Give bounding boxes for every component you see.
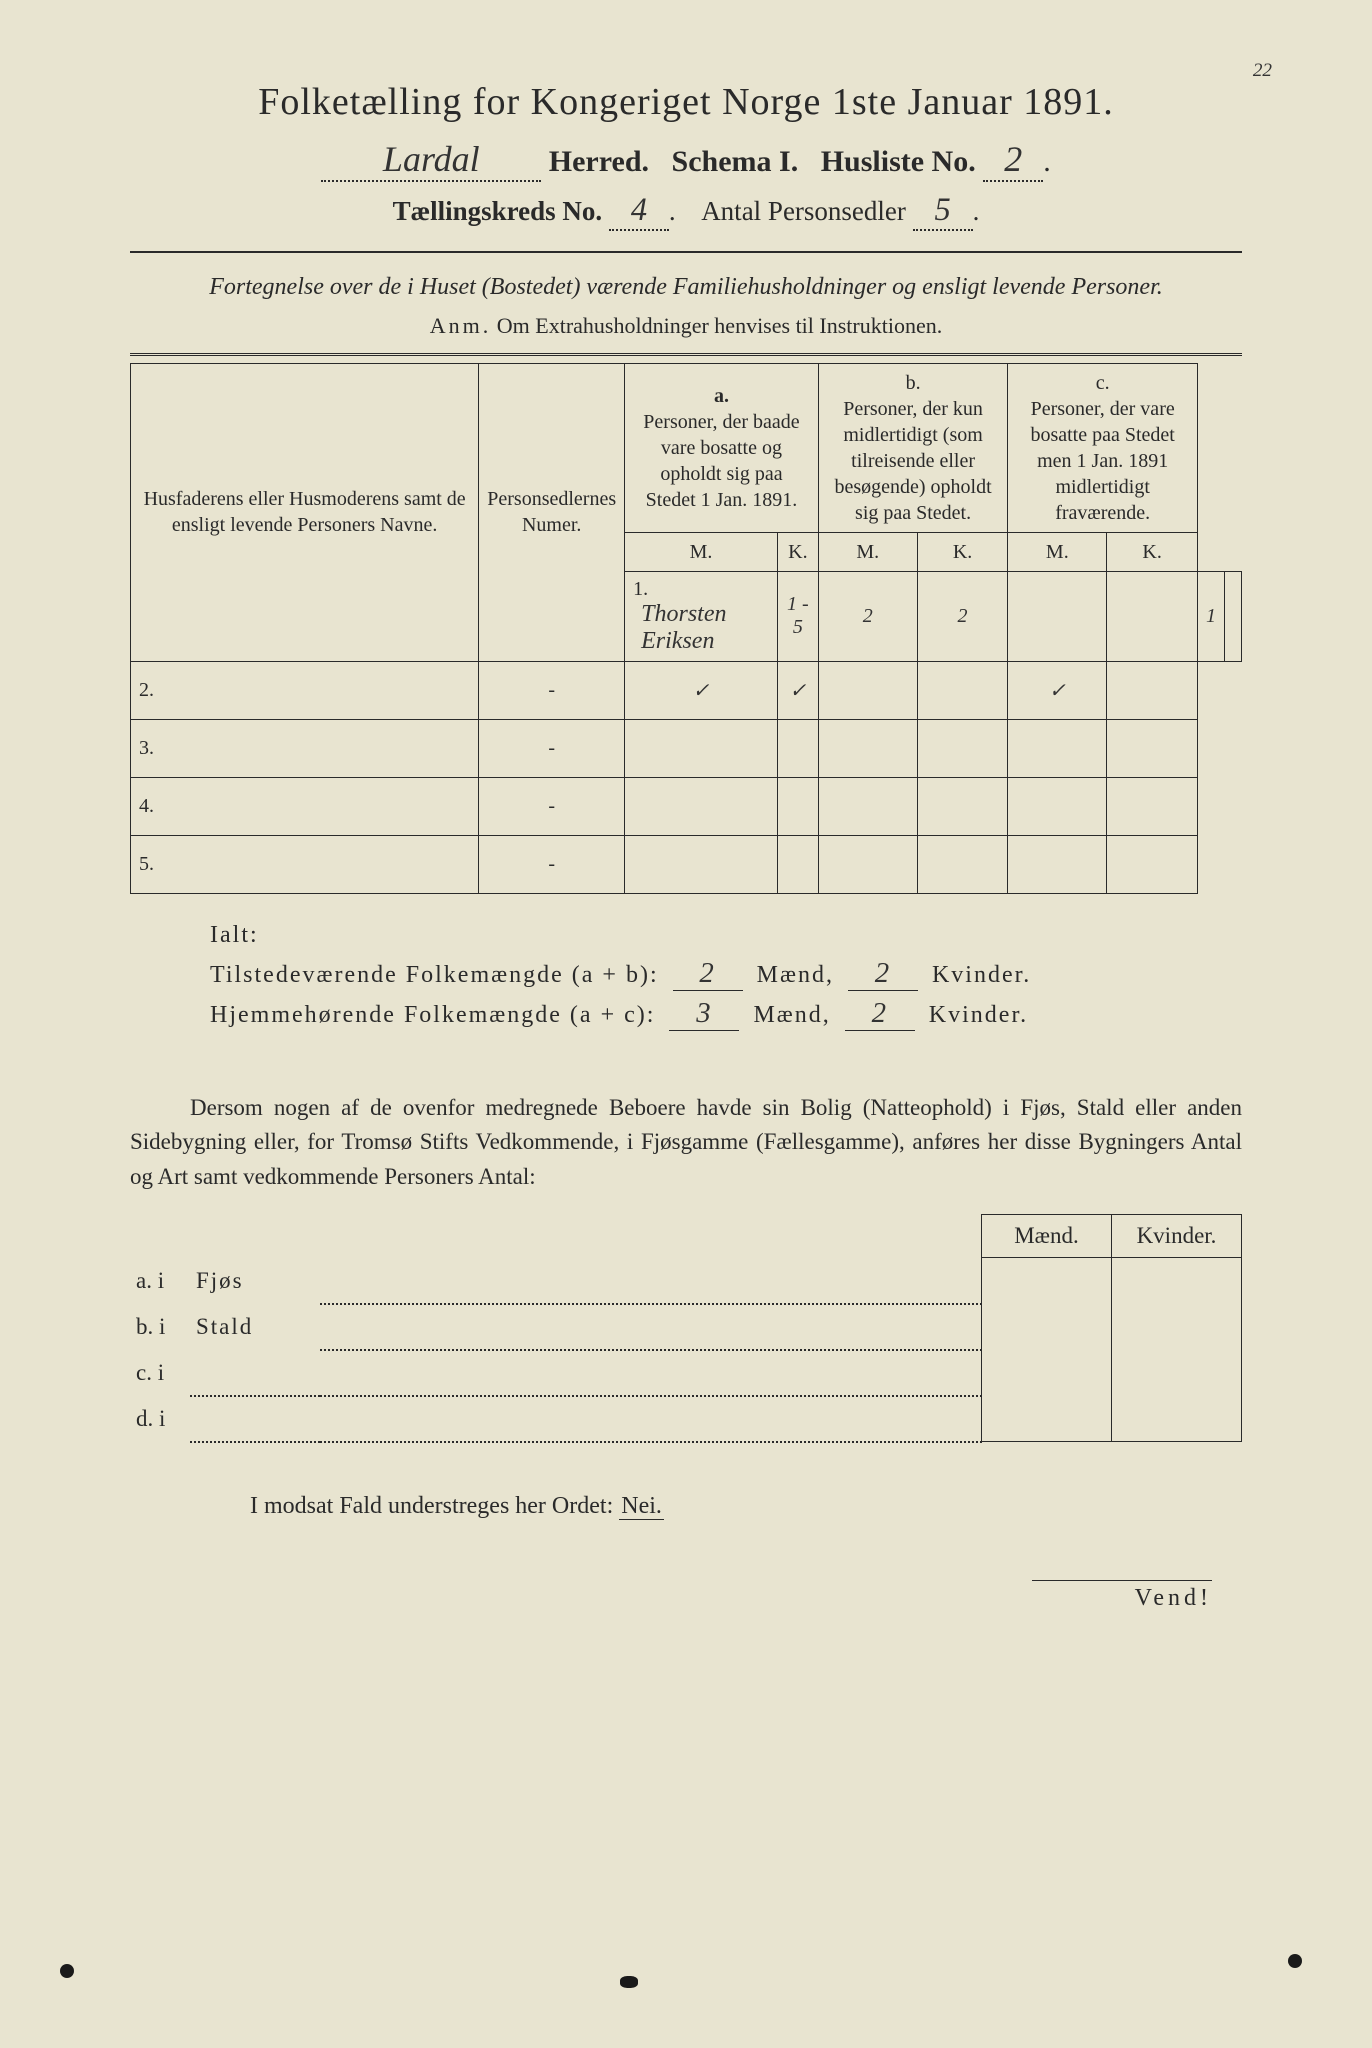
col-c-k: K. bbox=[1107, 532, 1198, 571]
punch-hole-icon bbox=[60, 1964, 74, 1978]
dwelling-row: d. i bbox=[130, 1396, 1242, 1442]
kreds-value: 4 bbox=[609, 192, 669, 231]
dwelling-row: a. i Fjøs bbox=[130, 1258, 1242, 1304]
paragraph-dwelling: Dersom nogen af de ovenfor medregnede Be… bbox=[130, 1091, 1242, 1195]
col-a-k: K. bbox=[777, 532, 818, 571]
antal-label: Antal Personsedler bbox=[701, 196, 906, 226]
punch-hole-icon bbox=[620, 1976, 638, 1988]
col-header-numer: Personsedlernes Numer. bbox=[479, 363, 625, 661]
divider bbox=[130, 251, 1242, 253]
table-row: 3. - bbox=[131, 719, 1242, 777]
main-table: Husfaderens eller Husmoderens samt de en… bbox=[130, 363, 1242, 894]
anm-text: Om Extrahusholdninger henvises til Instr… bbox=[497, 313, 942, 338]
schema-label: Schema I. bbox=[672, 145, 799, 178]
dwelling-row: c. i bbox=[130, 1350, 1242, 1396]
ialt-label: Ialt: bbox=[210, 922, 1242, 949]
col-b-m: M. bbox=[818, 532, 917, 571]
col-a-m: M. bbox=[625, 532, 778, 571]
header-line-3: Tællingskreds No. 4. Antal Personsedler … bbox=[130, 192, 1242, 231]
form-header: Folketælling for Kongeriget Norge 1ste J… bbox=[130, 80, 1242, 231]
modsat-line: I modsat Fald understreges her Ordet: Ne… bbox=[250, 1493, 1242, 1520]
anm-label: Anm. bbox=[430, 313, 492, 338]
page-number: 22 bbox=[1253, 60, 1272, 82]
vend-footer: Vend! bbox=[130, 1580, 1242, 1612]
table-row: 4. - bbox=[131, 777, 1242, 835]
double-rule-top bbox=[130, 353, 1242, 357]
col-header-c: c.Personer, der vare bosatte paa Stedet … bbox=[1008, 363, 1198, 532]
col-c-m: M. bbox=[1008, 532, 1107, 571]
col-header-b: b.Personer, der kun midlertidigt (som ti… bbox=[818, 363, 1008, 532]
col-header-name: Husfaderens eller Husmoderens samt de en… bbox=[131, 363, 479, 661]
sum-line-resident: Hjemmehørende Folkemængde (a + c): 3 Mæn… bbox=[210, 997, 1242, 1031]
col-header-a: a.Personer, der baade vare bosatte og op… bbox=[625, 363, 819, 532]
sum-line-present: Tilstedeværende Folkemængde (a + b): 2 M… bbox=[210, 957, 1242, 991]
husliste-label: Husliste No. bbox=[821, 145, 976, 178]
herred-label: Herred. bbox=[549, 145, 649, 178]
dwelling-maend-header: Mænd. bbox=[982, 1215, 1112, 1258]
col-b-k: K. bbox=[917, 532, 1008, 571]
header-line-2: Lardal Herred. Schema I. Husliste No. 2. bbox=[130, 138, 1242, 182]
herred-value: Lardal bbox=[321, 138, 541, 182]
dwelling-table: Mænd. Kvinder. a. i Fjøs b. i Stald c. i… bbox=[130, 1214, 1242, 1443]
table-row: 5. - bbox=[131, 835, 1242, 893]
husliste-value: 2 bbox=[983, 138, 1043, 182]
dwelling-row: b. i Stald bbox=[130, 1304, 1242, 1350]
dwelling-kvinder-header: Kvinder. bbox=[1112, 1215, 1242, 1258]
anm-line: Anm. Om Extrahusholdninger henvises til … bbox=[130, 313, 1242, 339]
kreds-label: Tællingskreds No. bbox=[393, 196, 603, 226]
nei-word: Nei. bbox=[619, 1493, 664, 1520]
title: Folketælling for Kongeriget Norge 1ste J… bbox=[130, 80, 1242, 124]
antal-value: 5 bbox=[913, 192, 973, 231]
subtitle: Fortegnelse over de i Huset (Bostedet) v… bbox=[130, 271, 1242, 305]
table-row: 2. - ✓ ✓ ✓ bbox=[131, 661, 1242, 719]
punch-hole-icon bbox=[1288, 1954, 1302, 1968]
